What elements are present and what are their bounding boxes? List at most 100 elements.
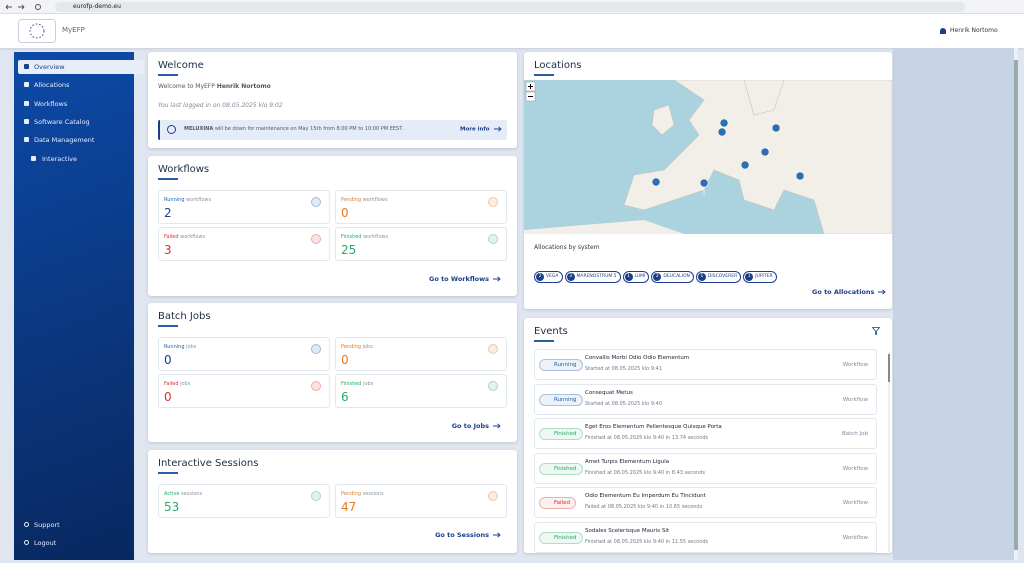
menu-item[interactable]: Interactive (18, 152, 144, 166)
event-status: Finished (539, 428, 583, 440)
tile-icon (311, 197, 321, 207)
tile-label: Finished jobs (341, 381, 373, 387)
tile-status: Pending (341, 197, 361, 203)
event-name: Sodales Scelerisque Mauris Sit (585, 528, 669, 534)
more-info-link[interactable]: More info (460, 126, 502, 133)
tile-status: Running (164, 197, 185, 203)
tile-status: Running (164, 344, 185, 350)
tile-unit: workflows (363, 234, 388, 240)
workflows-card: WorkflowsRunning workflows2Pending workf… (148, 156, 517, 296)
stat-tile: Finished jobs6 (335, 374, 507, 408)
card-link[interactable]: Go to Jobs (452, 422, 501, 430)
event-item[interactable]: FinishedSodales Scelerisque Mauris Sit Fi… (534, 522, 877, 553)
tile-icon (488, 197, 498, 207)
event-kind: Batch Job (842, 431, 868, 437)
batch-jobs-card: Batch JobsRunning jobs0Pending jobs0Fail… (148, 303, 517, 442)
system-chip[interactable]: 1LUMI (623, 271, 650, 283)
event-item[interactable]: Failed Odio Elementum Eu Imperdum Eu Tinc… (534, 487, 877, 518)
system-chip[interactable]: 2VEGA (534, 271, 563, 283)
system-chip[interactable]: 1DISCOVERER (696, 271, 741, 283)
event-kind: Workflow (843, 362, 868, 368)
chip-name: LUMI (635, 274, 646, 279)
tile-label: Pending jobs (341, 344, 373, 350)
event-detail: Finished at 08.05.2025 klo 9:40 in 11.55… (585, 539, 708, 545)
map[interactable] (524, 80, 892, 234)
stat-tile: Failed workflows3 (158, 227, 330, 261)
chip-count: 3 (567, 273, 575, 281)
event-item[interactable]: RunningConsequat MetusStarted at 08.05.2… (534, 384, 877, 415)
tile-label: Running jobs (164, 344, 196, 350)
menu-icon (24, 522, 29, 527)
chip-name: MARENOSTRUM 5 (577, 274, 617, 279)
event-name: Odio Elementum Eu Imperdum Eu Tincidunt (585, 493, 706, 499)
tile-value: 25 (341, 243, 356, 257)
event-detail: Finished at 08.05.2025 klo 9:40 in 13.74… (585, 435, 708, 441)
tile-status: Pending (341, 491, 361, 497)
card-title: Welcome (158, 60, 204, 71)
system-chip[interactable]: 1JUPITER (743, 271, 776, 283)
tile-label: Running workflows (164, 197, 211, 203)
user-name: Henrik Nortomo (217, 83, 271, 90)
title-underline (158, 325, 178, 327)
menu-icon (24, 82, 29, 87)
tile-icon (488, 344, 498, 354)
event-item[interactable]: FinishedAmet Turpis Elementum LigulaFini… (534, 453, 877, 484)
system-chip[interactable]: 3MARENOSTRUM 5 (565, 271, 621, 283)
menu-icon (24, 137, 29, 142)
event-kind: Workflow (843, 397, 868, 403)
tile-unit: sessions (181, 491, 202, 497)
link-text: Go to Allocations (812, 288, 874, 296)
menu-item[interactable]: Allocations (18, 78, 144, 92)
browser-bar: eurofp-demo.eu (0, 0, 1024, 14)
tile-unit: jobs (186, 344, 196, 350)
menu-icon (24, 540, 29, 545)
chip-name: DEUCALION (663, 274, 690, 279)
greeting-text: Welcome to MyEFP (158, 83, 215, 90)
arrow-icon (493, 276, 501, 282)
chip-count: 1 (745, 273, 753, 281)
arrow-icon (494, 126, 502, 132)
arrow-icon (878, 289, 886, 295)
url-bar[interactable]: eurofp-demo.eu (55, 2, 965, 12)
footer-item[interactable]: Logout (18, 536, 144, 550)
tile-status: Failed (164, 381, 179, 387)
stat-tile: Running workflows2 (158, 190, 330, 224)
logo[interactable] (18, 19, 56, 43)
menu-item[interactable]: Data Management (18, 133, 144, 147)
events-card: Events RunningConvallis Morbi Odio Odio … (524, 318, 892, 553)
event-status: Finished (539, 532, 583, 544)
card-link[interactable]: Go to Workflows (429, 275, 501, 283)
event-detail: Failed at 08.05.2025 klo 9:40 in 10.65 s… (585, 504, 702, 510)
event-item[interactable]: RunningConvallis Morbi Odio Odio Element… (534, 349, 877, 380)
footer-item[interactable]: Support (18, 518, 144, 532)
event-detail: Finished at 08.05.2025 klo 9:40 in 8.43 … (585, 470, 705, 476)
title-underline (158, 178, 178, 180)
tile-icon (488, 234, 498, 244)
event-item[interactable]: FinishedEget Eros Elementum Pellentesque… (534, 418, 877, 449)
system-chip[interactable]: 2DEUCALION (651, 271, 694, 283)
scrollbar[interactable] (1014, 48, 1018, 560)
event-name: Convallis Morbi Odio Odio Elementum (585, 355, 689, 361)
chip-name: DISCOVERER (708, 274, 737, 279)
tile-label: Finished workflows (341, 234, 388, 240)
menu-item[interactable]: Overview (18, 60, 144, 74)
tile-unit: jobs (363, 381, 373, 387)
allocations-link[interactable]: Go to Allocations (812, 288, 886, 296)
event-status: Running (539, 394, 583, 406)
locations-card: Locations Allocations by system 2VEGA3MA… (524, 52, 892, 309)
tile-status: Failed (164, 234, 179, 240)
event-status: Failed (539, 497, 576, 509)
card-link[interactable]: Go to Sessions (435, 531, 501, 539)
event-name: Eget Eros Elementum Pellentesque Quisque… (585, 424, 722, 430)
tile-label: Failed jobs (164, 381, 190, 387)
menu-item[interactable]: Software Catalog (18, 115, 144, 129)
tile-label: Pending sessions (341, 491, 384, 497)
nav-buttons[interactable] (4, 3, 50, 11)
user-menu[interactable]: Henrik Nortomo (950, 27, 998, 34)
filter-button[interactable] (872, 327, 880, 335)
tile-value: 0 (341, 353, 349, 367)
menu-item[interactable]: Workflows (18, 97, 144, 111)
event-name: Amet Turpis Elementum Ligula (585, 459, 669, 465)
menu-icon (31, 156, 36, 161)
chip-name: VEGA (546, 274, 559, 279)
